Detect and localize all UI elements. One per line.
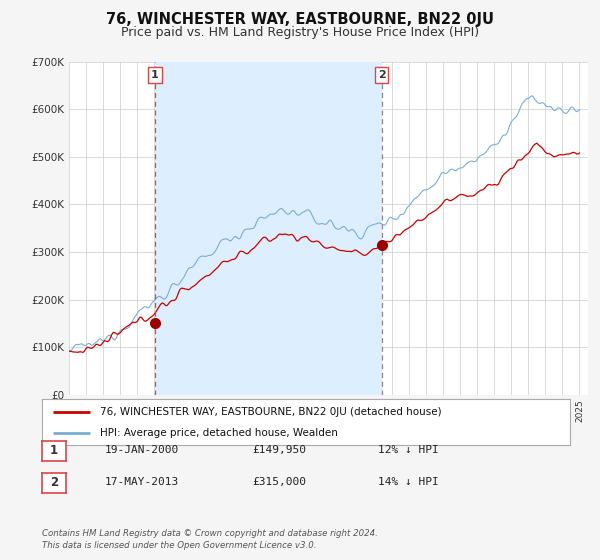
Text: Contains HM Land Registry data © Crown copyright and database right 2024.: Contains HM Land Registry data © Crown c…: [42, 529, 378, 538]
Text: 12% ↓ HPI: 12% ↓ HPI: [378, 445, 439, 455]
Text: 76, WINCHESTER WAY, EASTBOURNE, BN22 0JU (detached house): 76, WINCHESTER WAY, EASTBOURNE, BN22 0JU…: [100, 407, 442, 417]
Text: £315,000: £315,000: [252, 477, 306, 487]
Text: This data is licensed under the Open Government Licence v3.0.: This data is licensed under the Open Gov…: [42, 542, 317, 550]
Text: 76, WINCHESTER WAY, EASTBOURNE, BN22 0JU: 76, WINCHESTER WAY, EASTBOURNE, BN22 0JU: [106, 12, 494, 27]
Text: 14% ↓ HPI: 14% ↓ HPI: [378, 477, 439, 487]
Text: 19-JAN-2000: 19-JAN-2000: [105, 445, 179, 455]
Text: Price paid vs. HM Land Registry's House Price Index (HPI): Price paid vs. HM Land Registry's House …: [121, 26, 479, 39]
Text: 17-MAY-2013: 17-MAY-2013: [105, 477, 179, 487]
Text: HPI: Average price, detached house, Wealden: HPI: Average price, detached house, Weal…: [100, 428, 338, 438]
Text: 2: 2: [50, 476, 58, 489]
Text: 2: 2: [378, 70, 386, 80]
Text: 1: 1: [50, 444, 58, 458]
Text: £149,950: £149,950: [252, 445, 306, 455]
Bar: [155, 62, 382, 395]
Text: 1: 1: [151, 70, 159, 80]
